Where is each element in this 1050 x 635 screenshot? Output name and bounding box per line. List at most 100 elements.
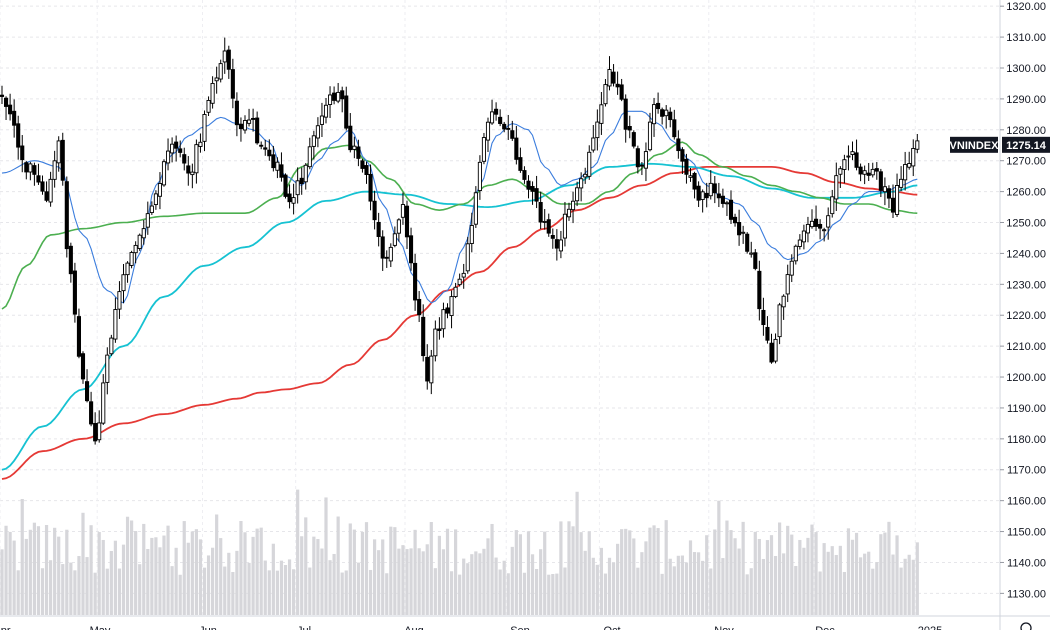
volume-bar (158, 547, 162, 615)
volume-bar (636, 567, 640, 615)
candle-up (157, 183, 163, 197)
candle-up (449, 296, 454, 317)
volume-bar (482, 548, 486, 615)
candle-down (445, 307, 450, 314)
volume-bar (57, 536, 61, 615)
candle-down (230, 69, 235, 99)
time-axis[interactable]: Apr May Jun Jul Aug Sep Oct Nov Dec 2025 (0, 615, 1050, 635)
candle-down (259, 144, 264, 147)
candle-up (595, 121, 600, 139)
candle-up (101, 382, 106, 424)
candle-up (749, 252, 754, 255)
candle-up (809, 220, 815, 228)
candle-up (133, 244, 138, 254)
volume-bar (44, 525, 49, 615)
candle-up (542, 220, 547, 223)
volume-bar (352, 529, 356, 615)
candle-up (688, 175, 693, 178)
candle-up (457, 278, 462, 286)
volume-bar (769, 535, 774, 615)
volume-bar (486, 538, 490, 615)
candle-up (469, 225, 474, 244)
candle-down (64, 181, 69, 250)
volume-bar (429, 522, 433, 615)
volume-bar (607, 557, 612, 615)
price-axis[interactable]: 1320.00 1310.00 1300.00 1290.00 1280.00 1270.… (999, 0, 1046, 630)
volume-bar (798, 539, 802, 615)
candle-up (303, 164, 308, 183)
volume-bar (109, 550, 113, 615)
candle-down (360, 160, 365, 169)
volume-bar (478, 553, 482, 615)
candle-down (498, 116, 503, 124)
candle-down (332, 92, 337, 101)
candle-up (838, 168, 843, 175)
volume-bar (320, 548, 324, 615)
candle-up (105, 354, 110, 383)
price-tick-label: 1270.00 (1006, 156, 1046, 168)
candle-up (842, 159, 847, 170)
price-tick-label: 1250.00 (1006, 218, 1046, 230)
candle-up (599, 104, 604, 124)
candle-down (733, 216, 738, 224)
volume-bar (640, 552, 644, 615)
volume-bar (466, 563, 470, 615)
volume-bar (713, 529, 717, 615)
settings-gear-icon[interactable] (1020, 622, 1032, 634)
candle-up (291, 197, 296, 204)
time-tick-label: Jun (199, 625, 217, 630)
candle-down (344, 95, 349, 129)
candle-up (117, 291, 122, 310)
candle-up (562, 213, 567, 239)
candle-down (627, 126, 632, 131)
volume-bar (202, 567, 207, 615)
volume-bar (283, 565, 288, 615)
volume-bar (454, 529, 458, 615)
volume-bar (53, 527, 57, 615)
price-tick-label: 1190.00 (1007, 403, 1046, 415)
candle-down (8, 104, 13, 115)
candles-layer (0, 37, 920, 445)
candle-down (765, 326, 770, 341)
price-tick-label: 1320.00 (1006, 1, 1046, 13)
candle-down (425, 356, 430, 382)
volume-bar (470, 554, 474, 615)
volume-bar (97, 532, 101, 615)
price-tick-label: 1200.00 (1006, 372, 1046, 384)
volume-bar (883, 532, 887, 615)
volume-bar (611, 562, 616, 615)
candle-up (275, 161, 280, 171)
candle-up (773, 338, 778, 362)
candle-up (793, 245, 798, 262)
candle-up (109, 337, 114, 355)
candle-down (72, 270, 77, 315)
volume-bar (741, 521, 745, 615)
volume-bar (441, 549, 446, 615)
candle-down (526, 180, 531, 190)
volume-bar (859, 557, 863, 615)
candle-down (890, 197, 896, 213)
candle-down (89, 401, 94, 425)
candle-up (461, 272, 466, 278)
volume-bar (433, 568, 437, 615)
candle-up (194, 144, 199, 174)
candle-up (48, 178, 53, 203)
volume-bar (806, 537, 810, 615)
volume-bar (300, 536, 304, 615)
volume-bar (705, 535, 709, 615)
volume-bar (219, 538, 223, 615)
volume-bar (385, 573, 389, 615)
volume-bar (417, 548, 421, 615)
candle-up (591, 137, 596, 151)
volume-bar (599, 547, 603, 615)
candle-up (473, 192, 478, 225)
volume-bar (838, 545, 842, 615)
volume-bar (389, 526, 393, 615)
candle-down (619, 84, 624, 100)
candle-up (789, 260, 794, 276)
candle-up (336, 91, 341, 102)
candle-down (631, 132, 636, 147)
candle-up (708, 182, 713, 197)
